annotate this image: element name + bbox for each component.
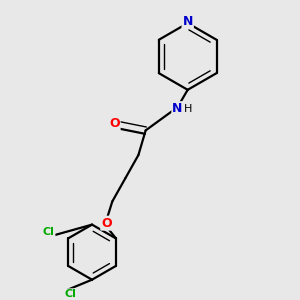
Text: Cl: Cl [43, 227, 55, 237]
Text: N: N [182, 15, 193, 28]
Text: N: N [172, 102, 183, 115]
Text: O: O [101, 217, 112, 230]
Text: Cl: Cl [64, 289, 76, 299]
Text: H: H [184, 104, 193, 114]
Text: O: O [109, 117, 120, 130]
